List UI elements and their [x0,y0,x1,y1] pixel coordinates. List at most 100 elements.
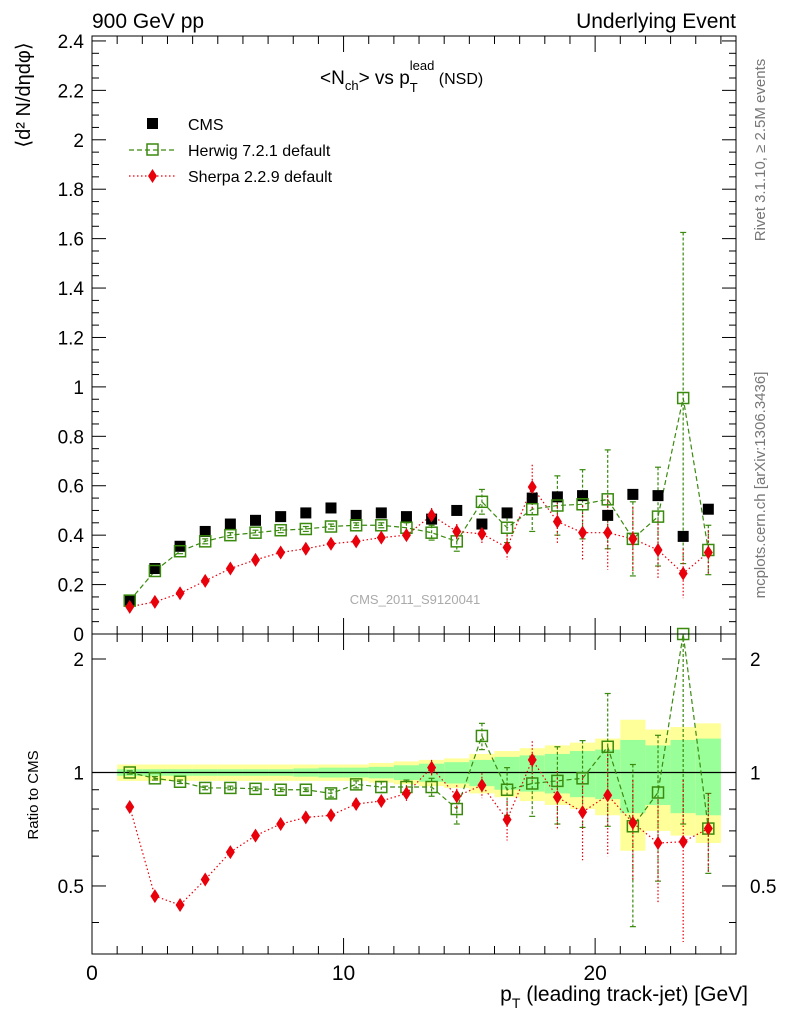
herwig-point [601,493,614,506]
main-panel [92,36,736,634]
herwig-ratio-point [375,780,388,794]
x-axis-label-sub: T [512,995,521,1011]
sherpa-ratio-point [150,889,160,904]
ratio-frame [91,633,737,955]
herwig-ratio-line [129,633,709,829]
sherpa-ratio-point [351,796,361,811]
sherpa-point [427,508,437,523]
sherpa-ratio-point [628,815,638,830]
herwig-ratio-point [525,777,539,790]
sherpa-ratio-point [200,872,210,887]
y-tick-label: 0 [73,625,84,646]
ratio-y-tick-label-right: 0.5 [750,877,776,898]
sherpa-point [376,530,386,545]
herwig-point [299,522,313,536]
sherpa-point [276,545,286,560]
sherpa-ratio-line [129,758,709,906]
herwig-ratio-point [425,780,438,794]
ratio-y-tick-label-right: 2 [750,650,761,671]
cms-point [602,509,614,521]
legend-label-cms: CMS [188,117,224,134]
cms-point [275,511,287,523]
ratio-y-tick-label-right: 1 [750,763,761,784]
y-tick-label: 2.4 [58,32,85,53]
chart-title: <Nch> vs pTlead (NSD) [320,58,483,95]
sherpa-point [703,545,713,560]
title-sup: lead [410,58,435,73]
sherpa-ratio-point [326,808,336,823]
sherpa-ratio-point [225,845,235,860]
herwig-ratio-point [576,772,589,785]
sherpa-point [351,534,361,549]
cms-point [451,504,463,516]
herwig-point [198,535,212,548]
sherpa-point [502,540,512,555]
herwig-ratio-point [198,781,212,795]
sherpa-point [653,542,663,557]
cms-point [501,507,513,519]
ratio-data-marks [123,627,715,943]
sherpa-ratio-point [125,799,135,814]
sherpa-point [125,599,135,614]
cms-point [149,563,161,575]
herwig-ratio-point [500,783,514,796]
cms-point [325,502,337,514]
y-tick-label: 1.2 [58,328,84,349]
cms-point [375,507,387,519]
y-tick-label: 1.6 [58,230,84,251]
legend-marker-sherpa [148,169,157,183]
herwig-point [676,391,690,405]
sherpa-ratio-point [175,898,185,913]
legend-label-sherpa: Sherpa 2.2.9 default [188,169,333,186]
title-sub1: ch [345,78,359,93]
sherpa-ratio-point [653,836,663,851]
mcplots-label: mcplots.cern.ch [arXiv:1306.3436] [752,372,769,599]
mc-uncertainty-bands [92,719,736,851]
herwig-ratio-point [299,783,313,796]
sherpa-point [452,524,462,539]
herwig-ratio-point [601,740,614,754]
ratio-y-tick-label: 0.5 [58,877,84,898]
cms-point [702,503,714,515]
herwig-ratio-point [450,802,464,816]
cms-point [551,491,563,503]
ratio-panel [92,719,736,851]
y-tick-label: 0.8 [58,427,84,448]
x-axis-label: pT (leading track-jet) [GeV] [500,983,748,1011]
sherpa-ratio-point [578,805,588,820]
y-tick-label: 2.2 [58,81,84,102]
herwig-ratio-point [349,778,363,791]
herwig-point [249,526,262,539]
ratio-y-axis-label: Ratio to CMS [25,750,42,839]
sherpa-ratio-point [678,834,688,849]
x-tick-label: 20 [583,962,606,985]
sherpa-ratio-point [427,760,437,775]
title-sub2: T [410,80,418,95]
herwig-ratio-point [324,787,338,800]
cms-point [526,492,538,504]
herwig-point [576,498,589,511]
sherpa-ratio-point [376,794,386,809]
x-tick-label: 0 [86,962,98,985]
cms-point [627,488,639,500]
cms-point [652,490,664,502]
ratio-y-tick-label: 2 [73,650,84,671]
y-tick-label: 1.4 [58,279,85,300]
herwig-ratio-point [475,729,489,743]
legend: CMS Herwig 7.2.1 default Sherpa 2.2.9 de… [129,117,333,186]
sherpa-ratio-point [552,790,562,805]
sherpa-ratio-point [401,786,411,801]
sherpa-ratio-point [251,828,261,843]
herwig-ratio-point [224,781,237,795]
legend-marker-herwig [146,143,159,156]
sherpa-point [251,552,261,567]
herwig-point [475,495,489,509]
herwig-point [500,521,514,534]
title-end: (NSD) [434,71,483,88]
herwig-point [148,564,162,578]
herwig-ratio-point [651,786,665,799]
cms-point [224,518,236,530]
y-axis-label: ⟨d² N/dηdφ⟩ [13,42,35,147]
sherpa-point [301,541,311,556]
cms-point [300,507,312,519]
